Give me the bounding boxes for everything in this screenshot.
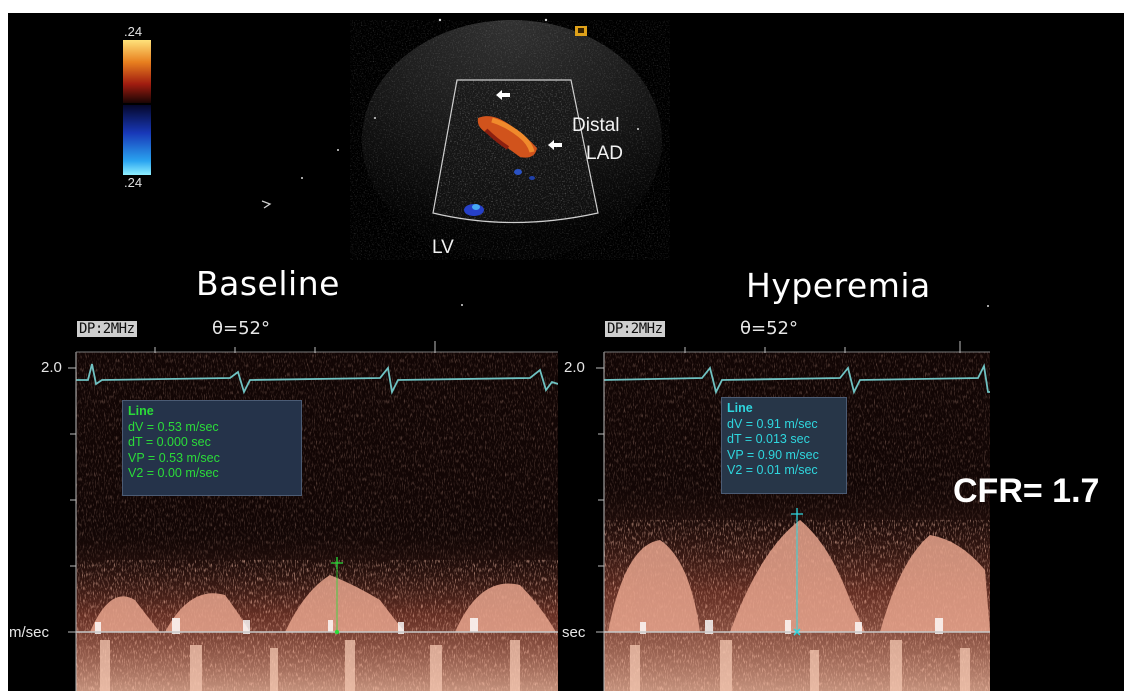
chamber-label: LV (432, 237, 454, 258)
angle-label: θ=52° (740, 318, 798, 339)
angle-label: θ=52° (212, 318, 270, 339)
arrow-icon (496, 90, 510, 100)
measurement-header: Line (727, 401, 753, 415)
ecg-trace (604, 363, 990, 395)
hyperemia-spectral-doppler (596, 341, 990, 691)
measurement-box-baseline: Line dV = 0.53 m/sec dT = 0.000 sec VP =… (122, 400, 302, 496)
measurement-row: dT = 0.000 sec (128, 435, 211, 449)
scale-top-label: 2.0 (41, 359, 62, 376)
measurement-row: VP = 0.53 m/sec (128, 450, 220, 465)
scale-top-label: 2.0 (564, 359, 585, 376)
vessel-label-line1: Distal (572, 115, 620, 136)
color-bar-bottom-label: .24 (124, 175, 143, 190)
measurement-row: dV = 0.91 m/sec (727, 416, 818, 431)
echo-image (261, 18, 989, 307)
mode-badge: DP:2MHz (605, 321, 665, 337)
cfr-result: CFR= 1.7 (953, 472, 1100, 510)
measurement-row: VP = 0.90 m/sec (727, 447, 819, 462)
measurement-row: dT = 0.013 sec (727, 432, 810, 446)
measurement-header: Line (128, 404, 154, 418)
color-velocity-bar (123, 40, 151, 175)
color-bar-top-label: .24 (124, 24, 143, 39)
measurement-row: dV = 0.53 m/sec (128, 419, 219, 434)
mode-badge: DP:2MHz (77, 321, 137, 337)
measurement-row: V2 = 0.01 m/sec (727, 463, 818, 477)
unit-label: sec (562, 624, 586, 641)
vessel-label-line2: LAD (586, 143, 623, 164)
baseline-spectral-doppler (68, 341, 558, 691)
ecg-trace (76, 363, 558, 395)
panel-title-baseline: Baseline (196, 264, 340, 303)
panel-title-hyperemia: Hyperemia (746, 266, 931, 305)
unit-label: m/sec (9, 624, 50, 641)
measurement-box-hyperemia: Line dV = 0.91 m/sec dT = 0.013 sec VP =… (721, 397, 847, 494)
arrow-icon (548, 140, 562, 150)
measurement-row: V2 = 0.00 m/sec (128, 466, 219, 480)
